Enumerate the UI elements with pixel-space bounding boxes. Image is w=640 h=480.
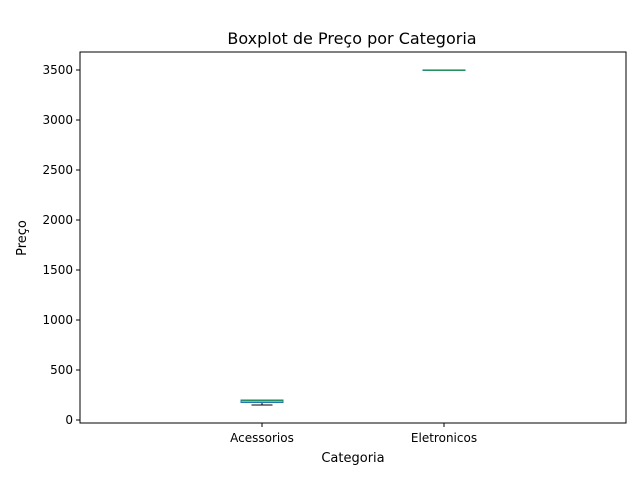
plot-frame xyxy=(79,51,627,424)
y-tick-label: 500 xyxy=(50,363,73,377)
y-tick-label: 3000 xyxy=(42,113,73,127)
x-axis-ticks: Acessorios Eletronicos xyxy=(230,423,477,445)
box-acessorios xyxy=(240,399,284,406)
y-tick-label: 1500 xyxy=(42,263,73,277)
x-tick-label: Eletronicos xyxy=(411,431,477,445)
y-axis-label: Preço xyxy=(15,220,30,256)
y-tick-label: 3500 xyxy=(42,63,73,77)
y-axis-ticks: 0 500 1000 1500 2000 2500 3000 3500 xyxy=(42,63,80,427)
y-tick-label: 2500 xyxy=(42,163,73,177)
y-tick-label: 0 xyxy=(65,413,73,427)
plot-area xyxy=(240,69,466,406)
y-tick-label: 1000 xyxy=(42,313,73,327)
x-axis-label: Categoria xyxy=(321,451,384,466)
x-tick-label: Acessorios xyxy=(230,431,294,445)
y-tick-label: 2000 xyxy=(42,213,73,227)
box-eletronicos xyxy=(422,69,466,71)
chart-title: Boxplot de Preço por Categoria xyxy=(227,29,476,48)
